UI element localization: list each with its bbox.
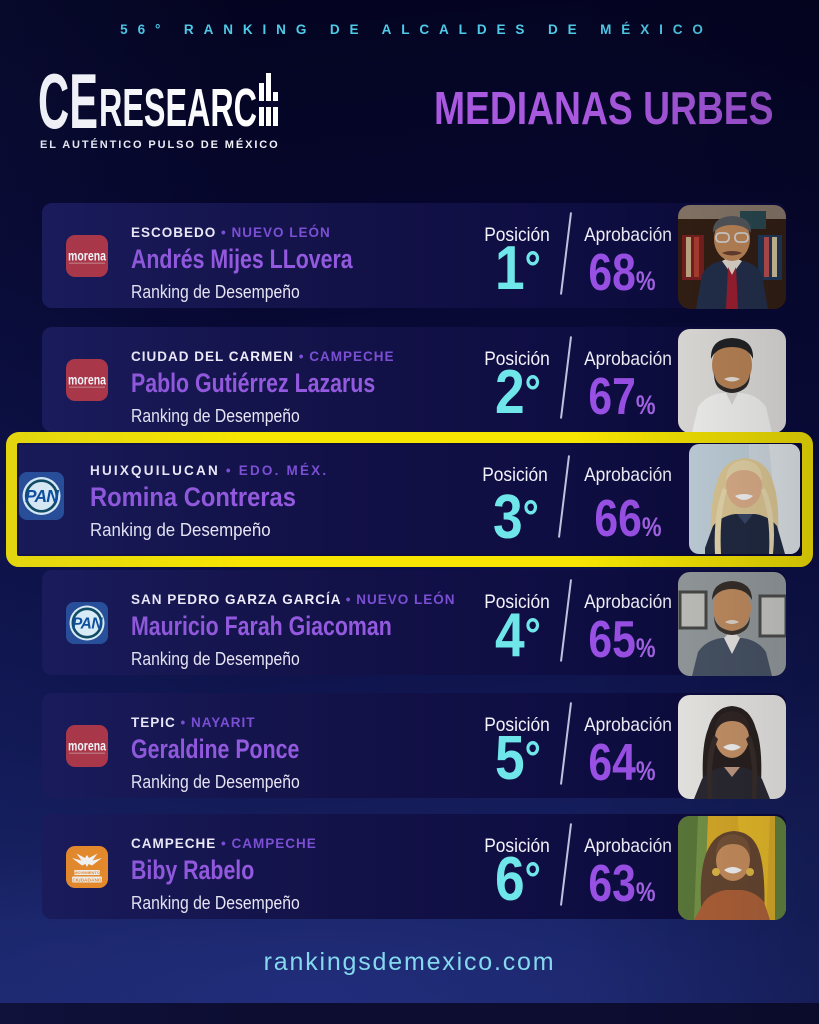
svg-text:RESEARC: RESEARC xyxy=(99,78,257,135)
svg-text:CE: CE xyxy=(38,60,98,135)
svg-text:PAN: PAN xyxy=(25,486,59,506)
svg-text:morena: morena xyxy=(68,739,106,754)
svg-text:MOVIMIENTO: MOVIMIENTO xyxy=(74,870,100,875)
svg-text:PAN: PAN xyxy=(72,616,103,633)
svg-text:morena: morena xyxy=(68,249,106,264)
svg-text:morena: morena xyxy=(68,373,106,388)
svg-text:CIUDADANO: CIUDADANO xyxy=(72,878,102,884)
